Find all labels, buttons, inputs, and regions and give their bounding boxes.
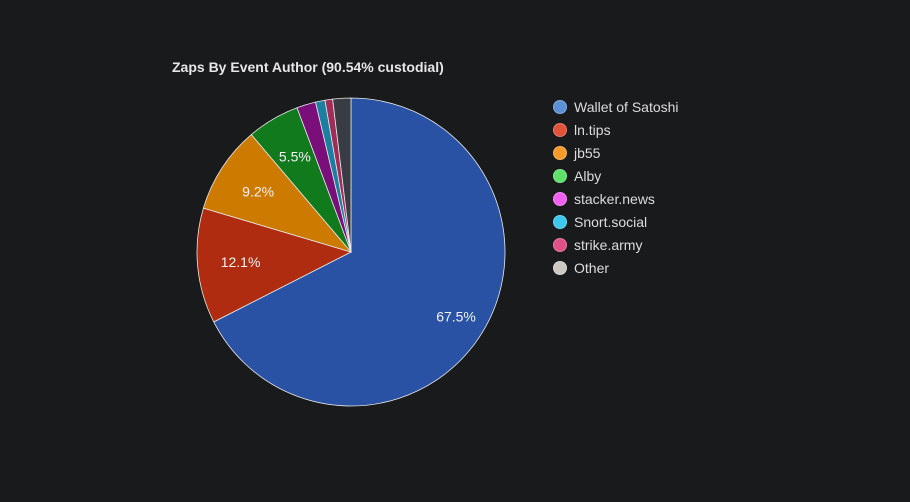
- legend-item[interactable]: Other: [553, 256, 679, 279]
- legend-label: strike.army: [574, 236, 643, 253]
- legend-swatch: [553, 168, 567, 183]
- legend-item[interactable]: strike.army: [553, 233, 679, 256]
- legend-swatch: [553, 237, 567, 252]
- legend: Wallet of Satoshi ln.tips jb55 Alby stacker.…: [553, 95, 679, 279]
- legend-swatch: [553, 214, 567, 229]
- legend-item[interactable]: Alby: [553, 164, 679, 187]
- legend-label: jb55: [574, 144, 601, 161]
- legend-label: Wallet of Satoshi: [574, 98, 679, 115]
- legend-item[interactable]: Snort.social: [553, 210, 679, 233]
- legend-item[interactable]: stacker.news: [553, 187, 679, 210]
- legend-item[interactable]: ln.tips: [553, 118, 679, 141]
- legend-item[interactable]: jb55: [553, 141, 679, 164]
- pie-slice-wallet-of-satoshi[interactable]: [213, 97, 506, 407]
- legend-swatch: [553, 145, 567, 160]
- legend-label: Snort.social: [574, 213, 648, 230]
- pie-data-label: 5.5%: [279, 148, 311, 164]
- pie-data-label: 9.2%: [242, 183, 274, 199]
- pie-slice-ln-tips[interactable]: [196, 207, 353, 323]
- legend-label: Alby: [574, 167, 602, 184]
- legend-label: Other: [574, 259, 610, 276]
- legend-swatch: [553, 191, 567, 206]
- legend-label: ln.tips: [574, 121, 611, 138]
- legend-swatch: [553, 260, 567, 275]
- legend-item[interactable]: Wallet of Satoshi: [553, 95, 679, 118]
- pie-slice-other[interactable]: [332, 97, 352, 253]
- pie-slice-jb55[interactable]: [202, 134, 353, 253]
- pie-data-label: 12.1%: [221, 254, 261, 270]
- pie-data-label: 67.5%: [436, 308, 476, 324]
- legend-swatch: [553, 122, 567, 137]
- legend-swatch: [553, 99, 567, 114]
- legend-label: stacker.news: [574, 190, 655, 207]
- chart-title: Zaps By Event Author (90.54% custodial): [172, 59, 444, 75]
